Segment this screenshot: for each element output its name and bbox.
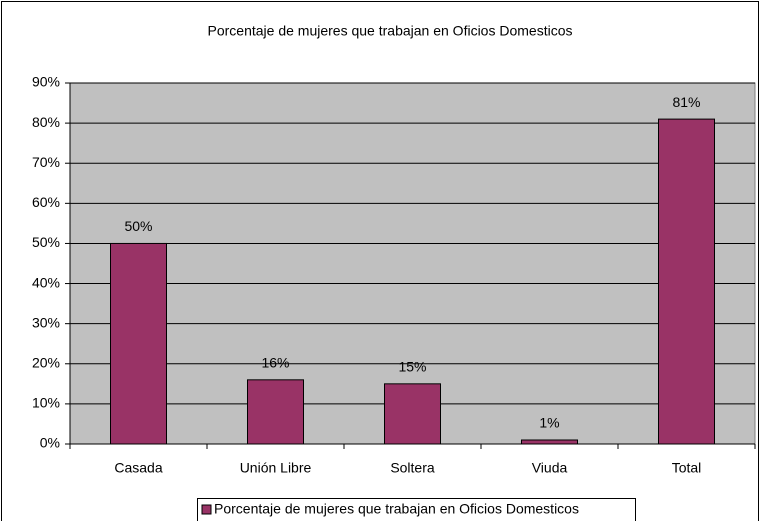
- legend-swatch: [201, 504, 212, 515]
- y-tick-label: 40%: [32, 274, 60, 290]
- y-tick-label: 60%: [32, 194, 60, 210]
- data-label: 15%: [398, 359, 426, 375]
- bar: [247, 379, 304, 445]
- data-label: 1%: [539, 415, 559, 431]
- y-tick-label: 30%: [32, 314, 60, 330]
- y-tick-label: 90%: [32, 74, 60, 90]
- y-tick-label: 10%: [32, 395, 60, 411]
- y-tick-label: 70%: [32, 154, 60, 170]
- data-label: 81%: [672, 94, 700, 110]
- legend-label: Porcentaje de mujeres que trabajan en Of…: [214, 501, 579, 517]
- x-tick-label: Viuda: [532, 460, 568, 476]
- x-tick-label: Casada: [114, 460, 162, 476]
- y-tick-label: 20%: [32, 354, 60, 370]
- bar: [521, 439, 578, 445]
- data-label: 16%: [261, 355, 289, 371]
- bar: [110, 242, 167, 445]
- y-tick-label: 0%: [40, 435, 60, 451]
- data-label: 50%: [124, 218, 152, 234]
- chart-title: Porcentaje de mujeres que trabajan en Of…: [208, 23, 573, 39]
- bar: [658, 118, 715, 445]
- x-tick-label: Unión Libre: [240, 460, 312, 476]
- legend-box: [197, 498, 636, 521]
- y-tick-label: 80%: [32, 114, 60, 130]
- x-tick-label: Soltera: [390, 460, 435, 476]
- bar: [384, 383, 441, 445]
- x-tick-label: Total: [672, 460, 702, 476]
- y-tick-label: 50%: [32, 234, 60, 250]
